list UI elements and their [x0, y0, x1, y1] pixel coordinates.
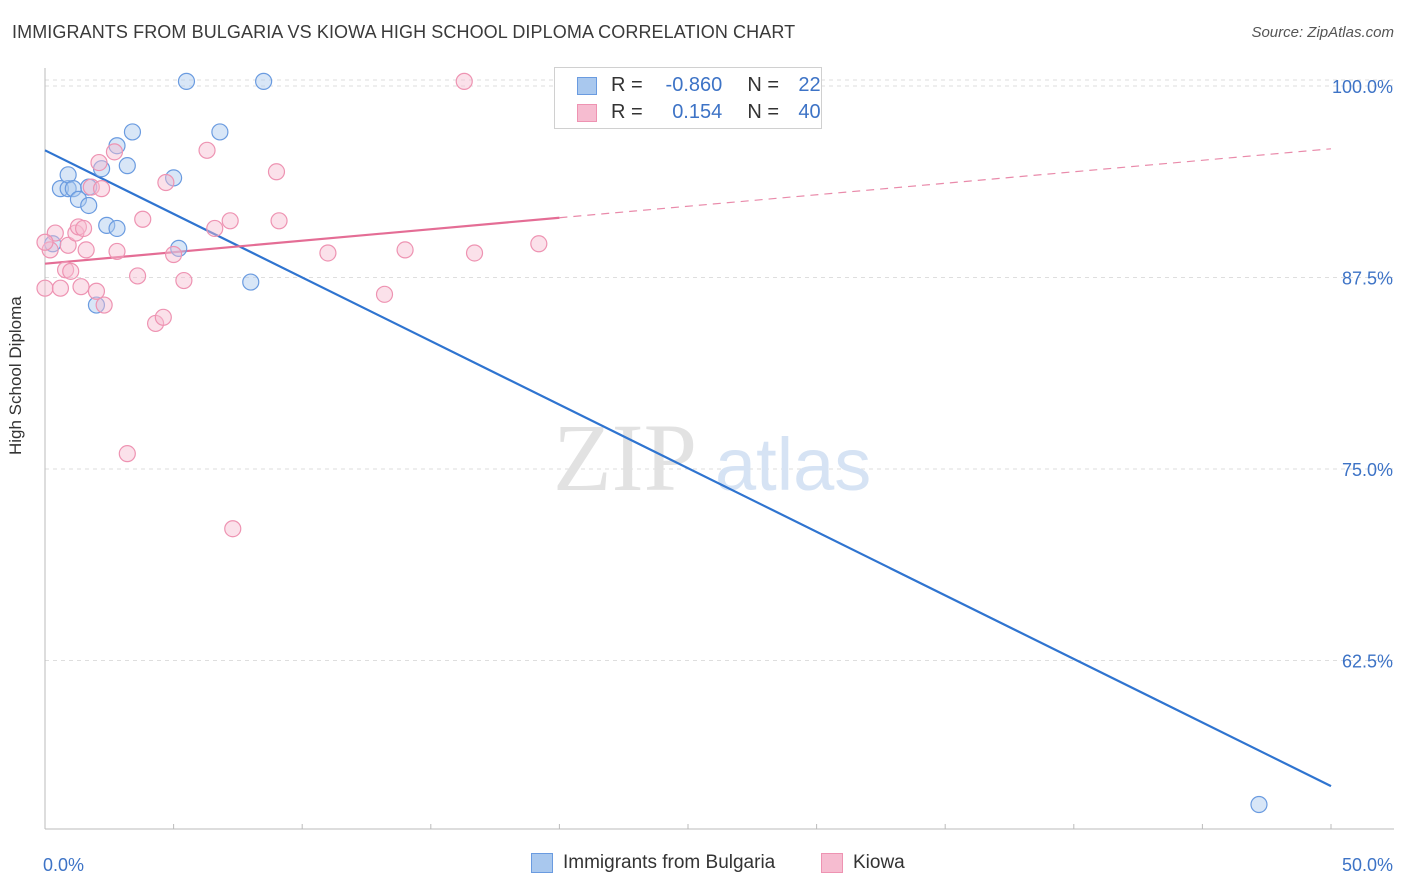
- point-kiowa: [134, 210, 152, 228]
- y-axis-label: High School Diploma: [6, 296, 25, 455]
- point-kiowa: [72, 278, 90, 296]
- watermark: ZIP atlas: [553, 404, 871, 511]
- point-kiowa: [165, 245, 183, 264]
- correlation-legend: R = -0.860 N = 22 R = 0.154 N = 40: [554, 67, 822, 129]
- legend-n-label: N =: [747, 101, 780, 123]
- series-legend: Immigrants from Bulgaria Kiowa: [0, 852, 1406, 878]
- tick-labels: 62.5% 75.0% 87.5% 100.0% 0.0% 50.0%: [43, 77, 1393, 875]
- legend-label: Immigrants from Bulgaria: [563, 852, 776, 873]
- point-bulgaria: [1250, 795, 1268, 814]
- legend-r-label: R =: [611, 101, 643, 123]
- point-kiowa: [36, 233, 54, 251]
- point-kiowa: [224, 520, 242, 538]
- axes: [44, 68, 1394, 830]
- y-tick-label: 62.5%: [1342, 651, 1393, 671]
- source-label: Source: ZipAtlas.com: [1251, 24, 1394, 41]
- trend-line-bulgaria: [44, 149, 1332, 788]
- point-bulgaria: [211, 123, 229, 141]
- legend-n-value: 22: [798, 74, 821, 96]
- watermark-zip: ZIP: [553, 404, 697, 511]
- point-kiowa: [465, 244, 484, 262]
- y-tick-label: 100.0%: [1332, 77, 1393, 97]
- legend-swatch-blue: [531, 853, 553, 873]
- point-kiowa: [396, 241, 414, 259]
- point-bulgaria: [255, 72, 273, 90]
- point-kiowa: [74, 219, 93, 238]
- legend-label: Kiowa: [853, 852, 905, 873]
- legend-r-value: -0.860: [665, 74, 723, 96]
- point-kiowa: [270, 212, 288, 230]
- point-bulgaria: [123, 123, 142, 141]
- point-kiowa: [36, 279, 54, 297]
- point-bulgaria: [80, 196, 98, 215]
- point-kiowa: [92, 180, 111, 198]
- point-kiowa: [90, 153, 108, 172]
- point-kiowa: [175, 271, 193, 290]
- point-bulgaria: [118, 157, 136, 175]
- point-kiowa: [95, 296, 113, 314]
- point-kiowa: [62, 262, 80, 280]
- point-kiowa: [157, 173, 175, 192]
- point-kiowa: [206, 219, 224, 238]
- point-kiowa: [108, 242, 126, 261]
- trend-extension-kiowa: [559, 148, 1332, 219]
- x-tick-label: 0.0%: [43, 855, 84, 875]
- point-kiowa: [118, 445, 136, 463]
- point-kiowa: [455, 72, 473, 90]
- point-bulgaria: [98, 216, 116, 234]
- point-bulgaria: [242, 273, 260, 291]
- legend-swatch-pink: [577, 104, 597, 122]
- legend-swatch-blue: [577, 77, 597, 95]
- y-tick-label: 87.5%: [1342, 268, 1393, 288]
- point-kiowa: [128, 267, 147, 285]
- point-kiowa: [221, 212, 239, 230]
- data-points: [36, 72, 1268, 814]
- point-kiowa: [59, 236, 77, 254]
- trend-line-kiowa: [44, 216, 560, 265]
- point-kiowa: [375, 285, 394, 303]
- x-tick-label: 50.0%: [1342, 855, 1393, 875]
- watermark-atlas: atlas: [715, 423, 871, 506]
- point-kiowa: [198, 141, 216, 159]
- y-tick-label: 75.0%: [1342, 460, 1393, 480]
- point-bulgaria: [177, 72, 196, 90]
- point-bulgaria: [69, 190, 88, 208]
- chart-title: IMMIGRANTS FROM BULGARIA VS KIOWA HIGH S…: [12, 22, 796, 42]
- gridlines: [45, 79, 1394, 661]
- legend-swatch-pink: [821, 853, 843, 873]
- legend-r-value: 0.154: [672, 101, 723, 123]
- point-bulgaria: [59, 180, 77, 198]
- point-bulgaria: [108, 219, 126, 238]
- trend-lines: [44, 148, 1332, 788]
- point-kiowa: [77, 241, 95, 259]
- legend-n-value: 40: [798, 101, 821, 123]
- point-kiowa: [319, 244, 337, 262]
- legend-r-label: R =: [611, 74, 643, 96]
- point-kiowa: [530, 235, 548, 253]
- point-kiowa: [154, 308, 172, 326]
- point-kiowa: [51, 279, 70, 297]
- point-kiowa: [105, 143, 124, 161]
- legend-n-label: N =: [747, 74, 780, 96]
- point-kiowa: [87, 282, 106, 300]
- point-kiowa: [267, 163, 286, 181]
